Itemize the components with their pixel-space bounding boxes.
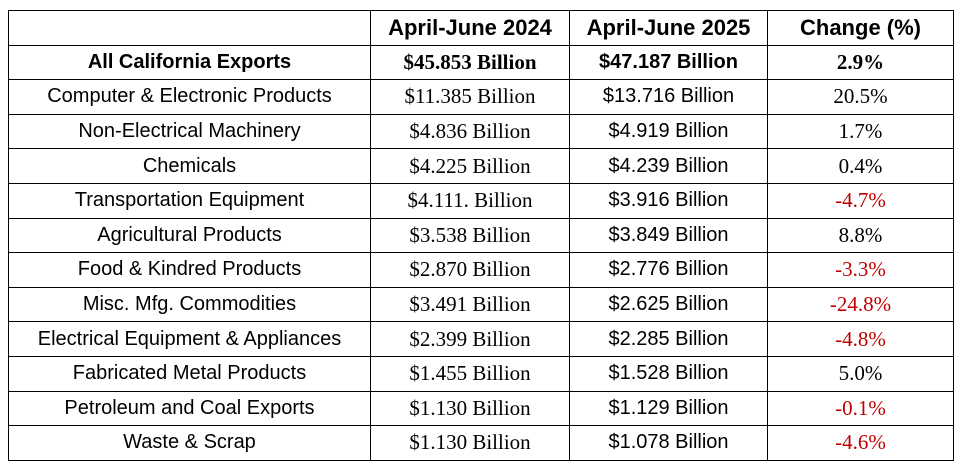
header-change-percent: Change (%) bbox=[767, 10, 954, 46]
value-2025: $3.849 Billion bbox=[569, 217, 768, 254]
value-2025: $3.916 Billion bbox=[569, 182, 768, 219]
value-2025: $1.129 Billion bbox=[569, 390, 768, 427]
change-percent: -24.8% bbox=[767, 286, 954, 323]
value-2024: $2.870 Billion bbox=[370, 252, 570, 288]
table-row: Misc. Mfg. Commodities $3.491 Billion $2… bbox=[8, 286, 954, 323]
change-percent: -4.8% bbox=[767, 321, 954, 357]
table-row: Computer & Electronic Products $11.385 B… bbox=[8, 79, 954, 115]
value-2025: $13.716 Billion bbox=[569, 79, 768, 115]
category-label: Agricultural Products bbox=[8, 217, 371, 254]
value-2025: $2.776 Billion bbox=[569, 252, 768, 288]
header-blank-cell bbox=[8, 10, 371, 46]
table-row: Electrical Equipment & Appliances $2.399… bbox=[8, 321, 954, 357]
change-percent: 8.8% bbox=[767, 217, 954, 254]
table-row: Food & Kindred Products $2.870 Billion $… bbox=[8, 252, 954, 288]
category-label: Transportation Equipment bbox=[8, 182, 371, 219]
change-percent: -0.1% bbox=[767, 390, 954, 427]
value-2024: $45.853 Billion bbox=[370, 44, 570, 81]
value-2024: $4.111. Billion bbox=[370, 182, 570, 219]
change-percent: 20.5% bbox=[767, 79, 954, 115]
category-label: Chemicals bbox=[8, 148, 371, 184]
table-row: Transportation Equipment $4.111. Billion… bbox=[8, 182, 954, 219]
change-percent: -3.3% bbox=[767, 252, 954, 288]
change-percent: -4.7% bbox=[767, 182, 954, 219]
category-label: Electrical Equipment & Appliances bbox=[8, 321, 371, 357]
header-april-june-2024: April-June 2024 bbox=[370, 10, 570, 46]
table-row: Fabricated Metal Products $1.455 Billion… bbox=[8, 355, 954, 392]
value-2025: $4.239 Billion bbox=[569, 148, 768, 184]
table-row: Non-Electrical Machinery $4.836 Billion … bbox=[8, 113, 954, 150]
value-2024: $11.385 Billion bbox=[370, 79, 570, 115]
category-label: Petroleum and Coal Exports bbox=[8, 390, 371, 427]
category-label: Fabricated Metal Products bbox=[8, 355, 371, 392]
value-2024: $3.538 Billion bbox=[370, 217, 570, 254]
category-label: Non-Electrical Machinery bbox=[8, 113, 371, 150]
change-percent: -4.6% bbox=[767, 425, 954, 461]
change-percent: 5.0% bbox=[767, 355, 954, 392]
value-2025: $47.187 Billion bbox=[569, 44, 768, 81]
header-row: April-June 2024 April-June 2025 Change (… bbox=[8, 10, 954, 46]
value-2025: $1.078 Billion bbox=[569, 425, 768, 461]
exports-table: April-June 2024 April-June 2025 Change (… bbox=[8, 10, 954, 461]
table-row: Petroleum and Coal Exports $1.130 Billio… bbox=[8, 390, 954, 427]
value-2024: $4.836 Billion bbox=[370, 113, 570, 150]
table-row: Chemicals $4.225 Billion $4.239 Billion … bbox=[8, 148, 954, 184]
value-2024: $1.130 Billion bbox=[370, 425, 570, 461]
value-2025: $2.285 Billion bbox=[569, 321, 768, 357]
value-2024: $4.225 Billion bbox=[370, 148, 570, 184]
table-row: All California Exports $45.853 Billion $… bbox=[8, 44, 954, 81]
value-2025: $2.625 Billion bbox=[569, 286, 768, 323]
category-label: Waste & Scrap bbox=[8, 425, 371, 461]
value-2024: $1.455 Billion bbox=[370, 355, 570, 392]
value-2025: $4.919 Billion bbox=[569, 113, 768, 150]
value-2024: $3.491 Billion bbox=[370, 286, 570, 323]
table-row: Waste & Scrap $1.130 Billion $1.078 Bill… bbox=[8, 425, 954, 461]
category-label: Computer & Electronic Products bbox=[8, 79, 371, 115]
table-row: Agricultural Products $3.538 Billion $3.… bbox=[8, 217, 954, 254]
value-2024: $2.399 Billion bbox=[370, 321, 570, 357]
change-percent: 1.7% bbox=[767, 113, 954, 150]
category-label: Misc. Mfg. Commodities bbox=[8, 286, 371, 323]
value-2025: $1.528 Billion bbox=[569, 355, 768, 392]
header-april-june-2025: April-June 2025 bbox=[569, 10, 768, 46]
value-2024: $1.130 Billion bbox=[370, 390, 570, 427]
change-percent: 2.9% bbox=[767, 44, 954, 81]
category-label: All California Exports bbox=[8, 44, 371, 81]
category-label: Food & Kindred Products bbox=[8, 252, 371, 288]
change-percent: 0.4% bbox=[767, 148, 954, 184]
